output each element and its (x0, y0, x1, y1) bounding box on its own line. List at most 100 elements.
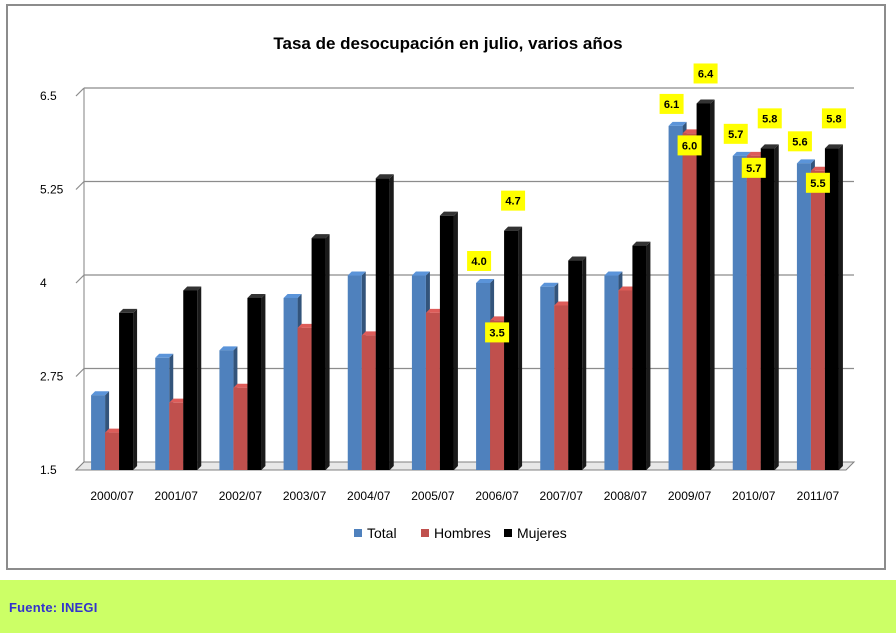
legend-item: Hombres (421, 525, 491, 541)
bar-top (155, 353, 174, 358)
bar (119, 308, 138, 470)
bar-side (389, 174, 394, 470)
data-label-box (467, 251, 492, 271)
bar (375, 174, 394, 470)
bar-front (233, 387, 248, 470)
bar-top (696, 99, 715, 104)
bar-top (476, 279, 495, 283)
bar (568, 256, 587, 470)
bar-front (283, 297, 298, 470)
bar-front (105, 432, 120, 470)
bar-top (824, 144, 843, 149)
bar-front (796, 163, 811, 470)
bar-chart: Tasa de desocupación en julio, varios añ… (40, 34, 856, 541)
bar-front (247, 297, 262, 470)
data-label-text: 4.7 (505, 196, 520, 208)
bar-front (169, 402, 184, 470)
source-bar: Fuente: INEGI (0, 580, 896, 633)
legend: Total Hombres Mujeres (354, 525, 567, 541)
data-label-text: 6.4 (698, 68, 714, 80)
bar-top (219, 346, 238, 351)
data-label: 6.0 (677, 135, 702, 156)
bar-front (682, 133, 697, 470)
gridline-side (75, 368, 85, 377)
data-label: 5.7 (741, 157, 766, 178)
data-label-box (501, 190, 526, 211)
bar (247, 293, 266, 470)
gridline-side (75, 87, 85, 97)
source-note: Fuente: INEGI (9, 600, 98, 615)
bar-top (91, 391, 110, 396)
data-label-text: 4.0 (471, 256, 486, 268)
x-tick-label: 2004/07 (347, 489, 391, 503)
data-label: 3.5 (485, 322, 510, 343)
bar-front (347, 275, 362, 470)
y-tick-label: 6.5 (40, 89, 57, 103)
bar-top (668, 121, 687, 126)
legend-label: Hombres (434, 525, 491, 541)
bar-top (411, 271, 430, 276)
data-label-box (787, 131, 812, 152)
legend-swatch (354, 529, 362, 537)
bars-layer (91, 99, 843, 471)
data-label: 4.7 (501, 190, 526, 211)
bar-front (490, 320, 505, 470)
data-label: 5.6 (787, 131, 812, 152)
bar-top (796, 159, 815, 164)
data-label-box (659, 93, 684, 114)
bar-side (774, 144, 779, 471)
x-tick-label: 2005/07 (411, 489, 455, 503)
bar-top (490, 316, 509, 321)
bar-front (696, 103, 711, 470)
bar-front (568, 260, 583, 470)
bar-side (582, 256, 587, 470)
bar-front (760, 148, 775, 471)
bar-front (746, 155, 761, 470)
bar-front (183, 290, 198, 470)
bar-top (105, 428, 124, 433)
bar (439, 211, 458, 470)
bar-front (810, 170, 825, 471)
data-label-box (821, 108, 846, 129)
bar-side (710, 99, 715, 470)
bar-front (554, 305, 569, 470)
bar-top (504, 226, 523, 231)
bar-side (325, 234, 330, 470)
bar-top (297, 323, 316, 328)
bar-side (261, 293, 266, 470)
bar-front (361, 335, 376, 470)
bar-top (604, 271, 623, 276)
bar (760, 144, 779, 471)
bar-top (283, 293, 302, 298)
y-tick-label: 4 (40, 276, 47, 290)
bar-front (439, 215, 454, 470)
x-tick-label: 2000/07 (90, 489, 134, 503)
data-label-text: 5.8 (762, 113, 777, 125)
data-label: 5.8 (757, 108, 782, 129)
gridline-side (75, 274, 85, 284)
bar-front (824, 148, 839, 471)
x-tick-label: 2003/07 (283, 489, 327, 503)
bar-front (632, 245, 647, 470)
data-label: 6.1 (659, 93, 684, 114)
bar-top (554, 301, 573, 306)
bar-front (411, 275, 426, 470)
data-label: 5.8 (821, 108, 846, 129)
bar (632, 241, 651, 470)
bar-top (361, 331, 380, 336)
data-label-text: 5.7 (746, 163, 761, 175)
data-label-text: 6.1 (664, 99, 679, 111)
bar-front (219, 350, 234, 470)
bar-front (668, 125, 683, 471)
data-label-text: 5.6 (792, 136, 807, 148)
bar-front (618, 290, 633, 470)
bar-front (155, 357, 170, 470)
data-label-text: 5.5 (810, 178, 825, 190)
bar-top (347, 271, 366, 276)
bar-side (453, 211, 458, 470)
bar-front (375, 178, 390, 470)
x-tick-label: 2006/07 (475, 489, 519, 503)
bar-front (297, 327, 312, 470)
bar-side (197, 286, 202, 470)
data-label-box (693, 63, 718, 84)
